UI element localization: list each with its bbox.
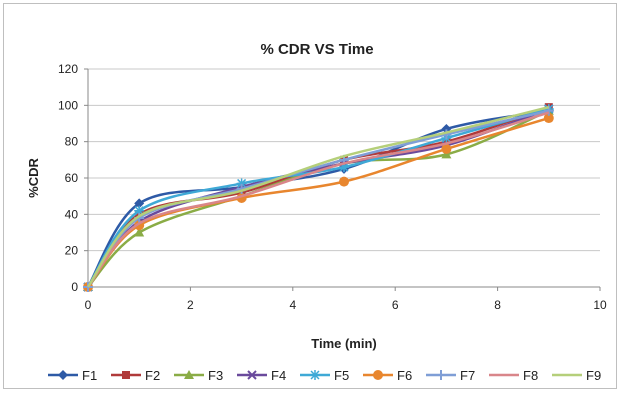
series-line — [86, 109, 550, 288]
data-point — [236, 178, 247, 189]
y-axis-label: %CDR — [26, 158, 41, 198]
legend-item-f3: F3 — [174, 368, 223, 383]
y-tick-labels: 0 20 40 60 80 100 120 — [58, 62, 78, 294]
series-lines — [83, 103, 554, 292]
legend-label: F8 — [523, 368, 538, 383]
x-tick-labels: 0 2 4 6 8 10 — [85, 298, 607, 312]
legend-label: F7 — [460, 368, 475, 383]
chart-title: % CDR VS Time — [260, 41, 373, 58]
legend-marker — [58, 370, 68, 380]
legend-label: F4 — [271, 368, 286, 383]
data-point — [339, 176, 349, 187]
y-tick-label: 100 — [58, 98, 78, 112]
legend-label: F9 — [586, 368, 601, 383]
x-tick-label: 2 — [187, 298, 194, 312]
legend-item-f6: F6 — [363, 368, 412, 383]
x-tick-label: 0 — [85, 298, 92, 312]
data-point — [134, 198, 145, 209]
series-line — [87, 109, 550, 288]
y-tick-label: 20 — [65, 244, 79, 258]
legend-label: F5 — [334, 368, 349, 383]
legend-marker — [247, 370, 257, 380]
legend-marker — [373, 370, 383, 380]
legend-item-f8: F8 — [489, 368, 538, 383]
legend-marker — [122, 371, 130, 379]
legend-item-f7: F7 — [426, 368, 475, 383]
data-point — [441, 143, 452, 154]
legend-item-f4: F4 — [237, 368, 286, 383]
y-tick-label: 120 — [58, 62, 78, 76]
x-axis-label: Time (min) — [311, 336, 377, 351]
legend-marker — [310, 370, 320, 380]
x-tick-label: 4 — [289, 298, 296, 312]
series-line — [87, 111, 550, 288]
series-line — [87, 107, 550, 288]
series-f9 — [86, 105, 550, 288]
legend-label: F2 — [145, 368, 160, 383]
legend-item-f1: F1 — [48, 368, 97, 383]
legend-label: F3 — [208, 368, 223, 383]
series-line — [86, 105, 550, 288]
legend-item-f5: F5 — [300, 368, 349, 383]
x-tick-label: 10 — [593, 298, 607, 312]
data-point — [543, 113, 554, 124]
data-point — [134, 205, 145, 216]
x-tick-label: 6 — [392, 298, 399, 312]
legend-item-f9: F9 — [552, 368, 601, 383]
chart-frame: % CDR VS Time 0 20 40 60 80 100 120 0 2 4 6 8 10 %C… — [3, 3, 617, 389]
y-tick-label: 0 — [71, 280, 78, 294]
data-point — [339, 162, 349, 173]
x-tick-label: 8 — [494, 298, 501, 312]
series-f8 — [87, 111, 550, 288]
legend-marker — [184, 370, 194, 379]
legend-item-f2: F2 — [111, 368, 160, 383]
legend-label: F1 — [82, 368, 97, 383]
chart-svg: % CDR VS Time 0 20 40 60 80 100 120 0 2 4 6 8 10 %C… — [26, 41, 607, 383]
y-tick-label: 60 — [65, 171, 79, 185]
data-point — [134, 227, 145, 237]
legend-label: F6 — [397, 368, 412, 383]
y-tick-label: 80 — [65, 135, 79, 149]
legend-marker — [436, 370, 446, 380]
series-f6 — [83, 113, 554, 292]
series-line — [86, 109, 550, 288]
legend: F1 F2 F3 F4 F5 F6 F7 F8 F9 — [48, 368, 601, 383]
y-tick-label: 40 — [65, 207, 79, 221]
